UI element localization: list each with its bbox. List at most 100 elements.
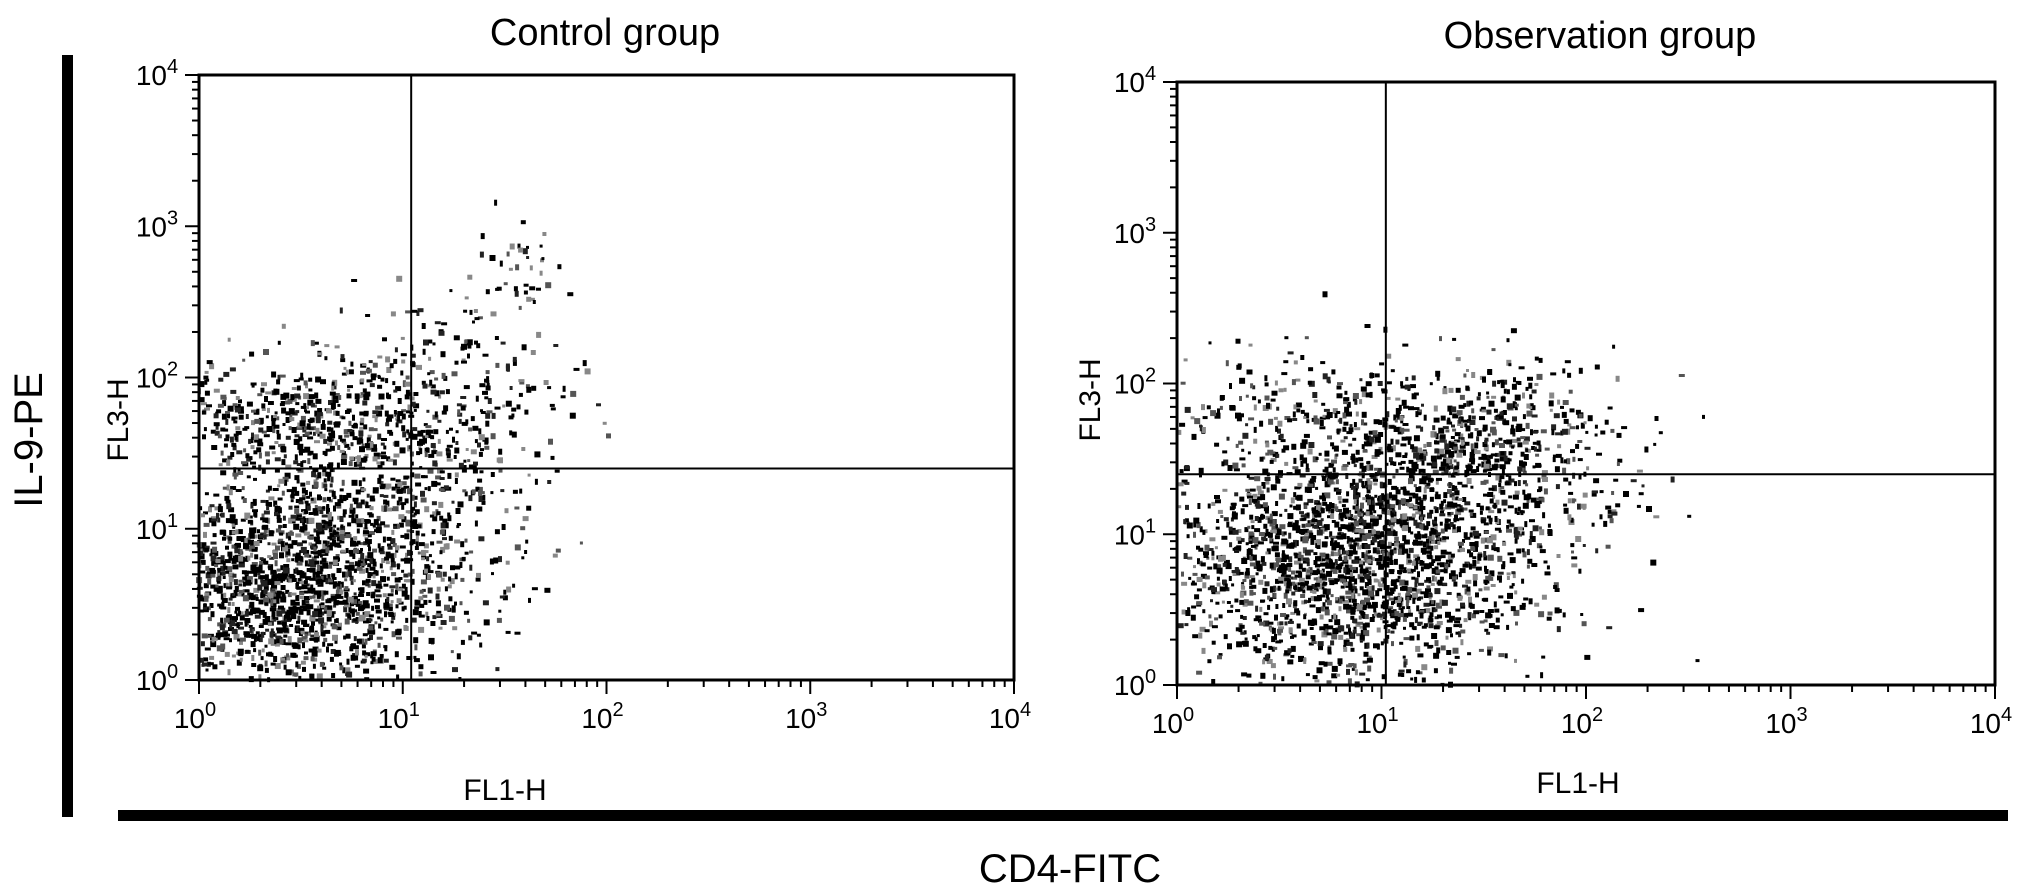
scatter-point — [478, 496, 483, 502]
scatter-point — [1242, 601, 1248, 607]
scatter-point — [221, 602, 225, 607]
scatter-point — [1330, 535, 1337, 539]
scatter-point — [1351, 528, 1358, 533]
scatter-point — [239, 657, 243, 662]
scatter-point — [404, 381, 411, 387]
scatter-point — [1249, 589, 1254, 596]
scatter-point — [261, 408, 266, 411]
scatter-point — [1263, 620, 1270, 627]
scatter-point — [1373, 607, 1377, 613]
scatter-point — [456, 403, 462, 407]
scatter-point — [1537, 489, 1541, 493]
scatter-point — [1353, 545, 1356, 551]
scatter-point — [334, 502, 341, 507]
scatter-point — [1331, 665, 1338, 672]
scatter-point — [1327, 651, 1332, 655]
scatter-point — [1343, 567, 1347, 574]
scatter-point — [490, 491, 494, 495]
scatter-point — [1241, 672, 1248, 677]
scatter-point — [232, 573, 237, 578]
scatter-point — [1392, 621, 1398, 626]
scatter-point — [1281, 553, 1286, 560]
scatter-point — [323, 483, 328, 488]
scatter-point — [1343, 555, 1348, 562]
scatter-point — [323, 590, 329, 595]
scatter-point — [1502, 561, 1506, 568]
scatter-point — [1290, 576, 1294, 580]
scatter-point — [1211, 679, 1216, 684]
scatter-point — [351, 595, 358, 602]
scatter-point — [414, 599, 418, 603]
scatter-point — [438, 501, 444, 508]
scatter-point — [308, 632, 311, 636]
scatter-point — [277, 540, 283, 545]
scatter-point — [1394, 419, 1398, 423]
scatter-point — [1184, 465, 1190, 469]
scatter-point — [1416, 596, 1421, 601]
scatter-point — [529, 286, 536, 291]
scatter-point — [284, 614, 290, 619]
scatter-point — [1204, 629, 1210, 633]
scatter-point — [1455, 631, 1459, 635]
scatter-point — [485, 420, 490, 427]
scatter-point — [295, 516, 299, 521]
scatter-point — [1373, 578, 1378, 583]
scatter-point — [276, 627, 283, 631]
scatter-point — [1393, 414, 1397, 421]
scatter-point — [245, 453, 250, 459]
scatter-point — [1361, 481, 1365, 487]
scatter-point — [331, 381, 335, 386]
scatter-point — [242, 581, 246, 587]
scatter-point — [301, 540, 307, 544]
scatter-point — [307, 554, 312, 558]
scatter-point — [356, 440, 361, 445]
scatter-point — [220, 565, 226, 572]
scatter-point — [1594, 364, 1600, 370]
scatter-point — [331, 490, 336, 497]
scatter-point — [371, 605, 375, 611]
scatter-point — [486, 382, 490, 386]
scatter-point — [1280, 558, 1287, 563]
scatter-point — [388, 416, 392, 422]
scatter-point — [1265, 452, 1270, 456]
scatter-point — [340, 358, 346, 363]
scatter-point — [1440, 528, 1445, 534]
scatter-point — [263, 534, 267, 540]
scatter-point — [392, 459, 397, 466]
scatter-point — [1378, 502, 1384, 506]
scatter-point — [265, 489, 270, 493]
scatter-point — [372, 591, 376, 597]
scatter-point — [1375, 534, 1382, 539]
scatter-point — [436, 586, 441, 592]
scatter-point — [1357, 574, 1362, 580]
scatter-point — [249, 601, 255, 608]
scatter-point — [1211, 550, 1215, 556]
scatter-point — [1279, 621, 1284, 626]
scatter-point — [1469, 400, 1474, 406]
scatter-point — [376, 523, 382, 530]
scatter-point — [267, 401, 274, 405]
scatter-point — [1453, 466, 1458, 473]
scatter-point — [1311, 535, 1317, 540]
scatter-point — [1295, 504, 1301, 511]
scatter-point — [1529, 404, 1533, 409]
scatter-point — [1359, 508, 1363, 512]
scatter-point — [457, 409, 461, 416]
scatter-point — [1326, 661, 1333, 666]
scatter-point — [1276, 568, 1282, 573]
scatter-point — [550, 407, 556, 411]
scatter-point — [1235, 338, 1241, 344]
scatter-point — [312, 431, 316, 436]
scatter-point — [1334, 559, 1338, 566]
scatter-point — [303, 608, 307, 612]
scatter-point — [1306, 569, 1313, 573]
scatter-point — [1556, 554, 1561, 558]
scatter-point — [385, 378, 389, 384]
scatter-point — [380, 442, 385, 446]
scatter-point — [1209, 585, 1215, 589]
scatter-point — [1308, 442, 1315, 448]
scatter-point — [317, 528, 323, 532]
scatter-point — [514, 631, 521, 635]
scatter-point — [1352, 603, 1357, 606]
scatter-point — [1297, 586, 1302, 591]
